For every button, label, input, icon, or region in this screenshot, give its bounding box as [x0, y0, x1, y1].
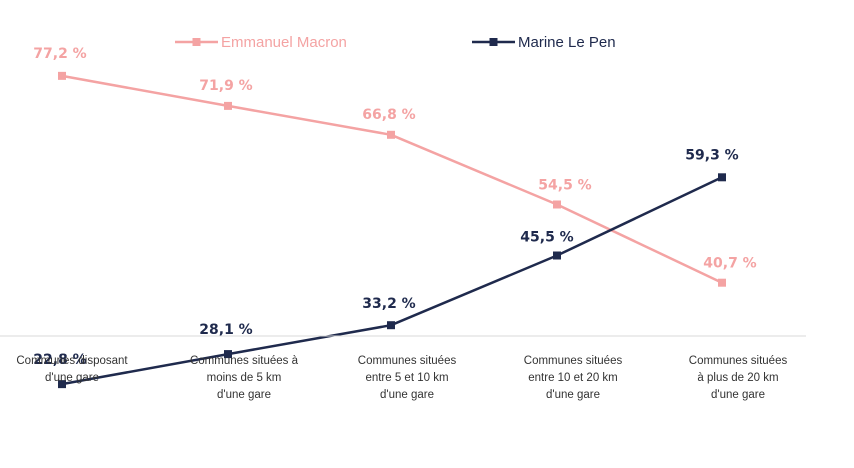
data-label-1-3: 45,5 % — [520, 230, 573, 246]
data-label-0-3: 54,5 % — [538, 178, 591, 194]
category-label-line: d'une gare — [380, 389, 434, 401]
legend-label-0: Emmanuel Macron — [221, 34, 347, 51]
legend-item-0: Emmanuel Macron — [175, 34, 347, 51]
category-label-line: Communes situées — [689, 355, 788, 367]
category-label-4: Communes situées à plus de 20 km d'une gar… — [689, 355, 788, 401]
category-label-line: d'une gare — [711, 389, 765, 401]
legend-label-1: Marine Le Pen — [518, 34, 616, 51]
category-label-3: Communes situées entre 10 et 20 km d'une g… — [524, 355, 623, 401]
series-line-1 — [61, 176, 723, 386]
data-point-1-0 — [58, 380, 66, 389]
category-label-line: Communes situées à — [190, 355, 299, 367]
data-point-1-4 — [718, 173, 726, 182]
data-point-0-4 — [718, 278, 726, 287]
legend: Emmanuel Macron Marine Le Pen — [175, 34, 616, 51]
data-point-1-2 — [387, 321, 395, 330]
data-label-1-4: 59,3 % — [685, 147, 738, 163]
data-point-0-3 — [553, 200, 561, 209]
data-label-0-4: 40,7 % — [703, 256, 756, 272]
category-label-line: d'une gare — [45, 372, 99, 384]
series-layer: 77,2 % 71,9 % 66,8 % 54,5 % 40,7 % 22,8 % 28,1… — [33, 46, 757, 389]
data-label-0-0: 77,2 % — [33, 46, 86, 62]
category-label-2: Communes situées entre 5 et 10 km d'une ga… — [358, 355, 457, 401]
category-label-line: Communes situées — [524, 355, 623, 367]
series-0: 77,2 % 71,9 % 66,8 % 54,5 % 40,7 % — [33, 46, 757, 287]
category-label-line: moins de 5 km — [207, 372, 282, 384]
category-label-line: entre 5 et 10 km — [365, 372, 448, 384]
legend-item-1: Marine Le Pen — [472, 34, 616, 51]
data-label-1-2: 33,2 % — [362, 296, 415, 312]
data-point-0-2 — [387, 130, 395, 139]
legend-marker-0 — [192, 38, 201, 46]
category-label-1: Communes situées à moins de 5 km d'une gar… — [190, 355, 299, 401]
data-label-1-1: 28,1 % — [199, 322, 252, 338]
data-label-1-0: 22,8 % — [33, 352, 86, 368]
data-label-0-2: 66,8 % — [362, 107, 415, 123]
series-1: 22,8 % 28,1 % 33,2 % 45,5 % 59,3 % — [33, 147, 739, 389]
category-label-line: Communes situées — [358, 355, 457, 367]
category-label-0: Communes disposant d'une gare — [16, 355, 128, 384]
category-label-line: entre 10 et 20 km — [528, 372, 618, 384]
category-label-line: d'une gare — [217, 389, 271, 401]
category-label-line: à plus de 20 km — [697, 372, 778, 384]
data-point-0-1 — [224, 101, 232, 110]
data-point-0-0 — [58, 71, 66, 80]
data-point-1-3 — [553, 251, 561, 260]
legend-marker-1 — [489, 38, 498, 46]
data-label-0-1: 71,9 % — [199, 78, 252, 94]
data-point-1-1 — [224, 350, 232, 359]
category-label-line: Communes disposant — [16, 355, 128, 367]
category-label-line: d'une gare — [546, 389, 600, 401]
